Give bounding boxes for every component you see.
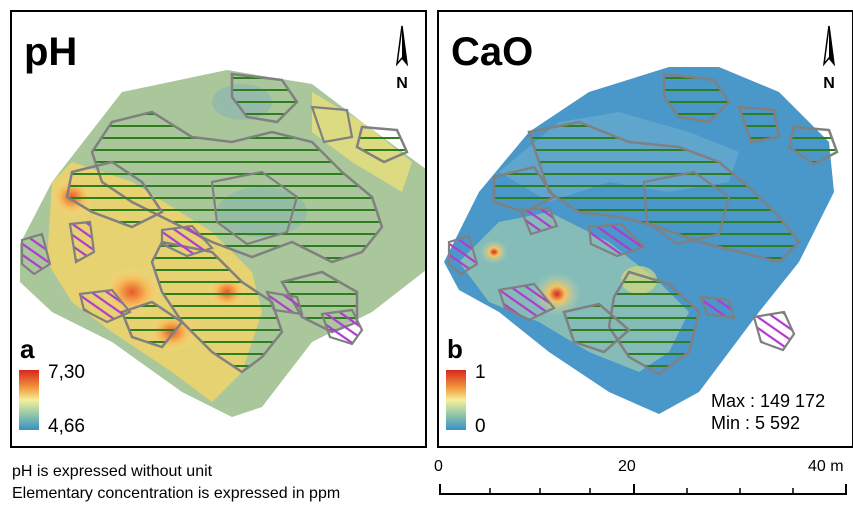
cao-hotspot (480, 240, 508, 264)
legend-min-label: 0 (475, 416, 486, 437)
panel-title-cao: CaO (451, 30, 534, 74)
stats-min: Min : 5 592 (711, 413, 801, 433)
map-panel-cao: CaO N b 1 0 Max : 149 172 Min : 5 592 (437, 10, 853, 448)
ph-map-raster (20, 70, 425, 417)
caption-ph-unit: pH is expressed without unit (12, 463, 213, 480)
legend-min-label: 4,66 (48, 416, 85, 437)
legend-max-label: 1 (475, 362, 486, 383)
ph-structures-outline (210, 105, 354, 246)
north-label: N (396, 75, 408, 92)
legend-color-ramp (19, 370, 39, 430)
north-label: N (823, 75, 835, 92)
cao-map-raster (444, 67, 839, 414)
scale-bar (439, 484, 847, 495)
map-panel-ph: pH N a 7,30 4,66 (10, 10, 427, 448)
ph-structures-purple (20, 220, 364, 346)
stats-max: Max : 149 172 (711, 391, 826, 411)
legend-max-label: 7,30 (48, 362, 85, 383)
panel-title-ph: pH (24, 30, 78, 74)
cao-structures-purple (447, 206, 796, 352)
cao-structures-outline (642, 170, 731, 246)
cao-structures-green (492, 72, 839, 376)
north-arrow-icon: N (822, 25, 836, 92)
caption-concentration-unit: Elementary concentration is expressed in… (12, 485, 341, 502)
panel-letter-b: b (447, 334, 463, 364)
panel-letter-a: a (20, 334, 35, 364)
scale-label-0: 0 (434, 458, 443, 475)
north-arrow-icon: N (395, 25, 409, 92)
legend-color-ramp (446, 370, 466, 430)
scale-label-40: 40 m (808, 458, 844, 475)
scale-label-20: 20 (618, 458, 636, 475)
value-range-stats: Max : 149 172 Min : 5 592 (711, 390, 825, 434)
